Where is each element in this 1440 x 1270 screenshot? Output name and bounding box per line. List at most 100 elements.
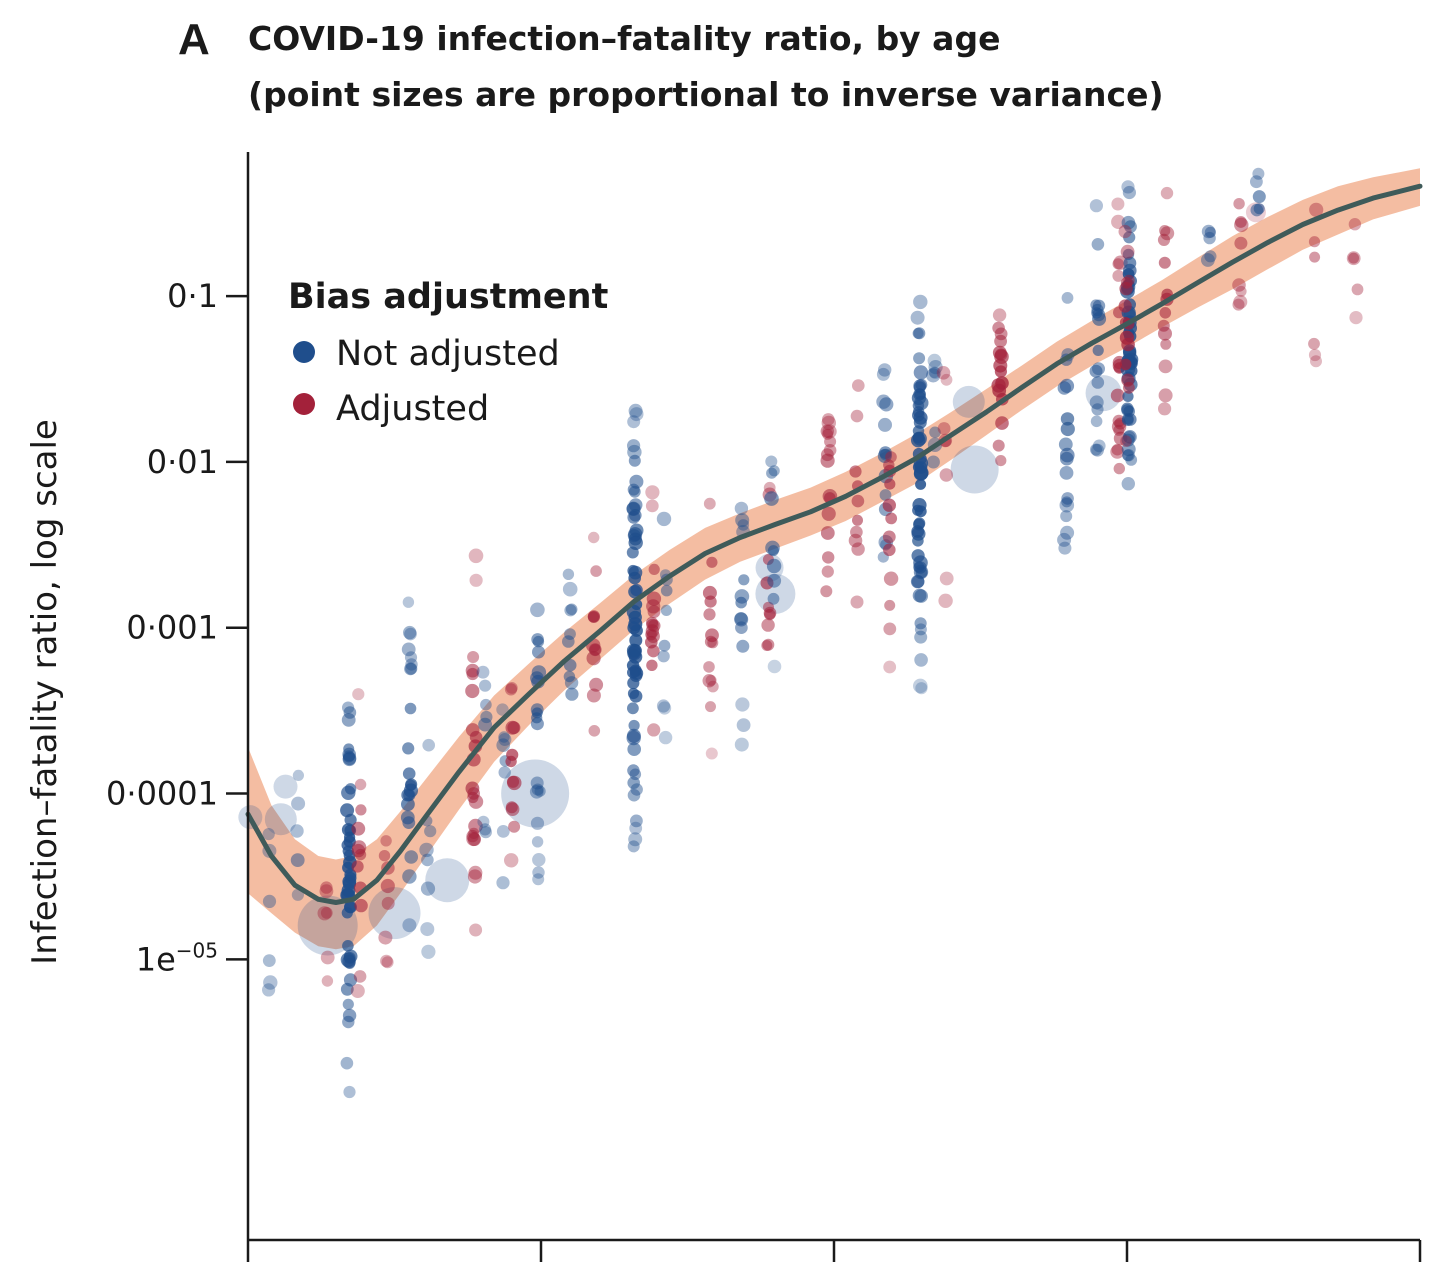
legend: Bias adjustment Not adjusted Adjusted	[288, 277, 608, 429]
data-point-not-adjusted	[341, 883, 356, 898]
data-point-adjusted	[321, 975, 334, 987]
data-point-adjusted	[1232, 298, 1245, 311]
data-point-adjusted	[588, 643, 602, 657]
data-point-adjusted	[468, 794, 484, 809]
data-point-not-adjusted	[1060, 412, 1075, 426]
data-point-adjusted	[762, 638, 775, 651]
data-point-adjusted	[1113, 255, 1128, 270]
data-point-not-adjusted	[1122, 449, 1134, 462]
data-point-not-adjusted	[1121, 402, 1134, 416]
data-point-not-adjusted	[340, 803, 355, 818]
data-point-not-adjusted	[766, 467, 778, 479]
data-point-not-adjusted	[914, 465, 929, 481]
data-point-not-adjusted	[736, 718, 751, 732]
data-point-adjusted	[883, 622, 897, 636]
data-point-not-adjusted	[1204, 226, 1216, 238]
data-point-not-adjusted	[928, 360, 943, 375]
data-point-not-adjusted	[404, 702, 417, 715]
data-point-not-adjusted	[1091, 403, 1104, 416]
data-point-adjusted	[647, 723, 661, 737]
data-point-not-adjusted	[915, 478, 927, 490]
data-point-not-adjusted	[1059, 466, 1074, 480]
data-point-adjusted	[1349, 311, 1363, 325]
data-point-not-adjusted	[1121, 215, 1136, 230]
data-point-adjusted	[647, 605, 661, 619]
data-point-not-adjusted	[1123, 430, 1137, 444]
data-point-adjusted	[1235, 285, 1247, 297]
data-point-adjusted	[320, 881, 333, 894]
data-point-adjusted	[648, 619, 661, 632]
data-point-not-adjusted	[766, 558, 782, 574]
data-point-adjusted	[1160, 186, 1174, 200]
data-point-not-adjusted	[404, 627, 417, 641]
data-point-adjusted	[468, 865, 483, 880]
data-point-not-adjusted	[264, 803, 297, 836]
data-point-not-adjusted	[1091, 443, 1104, 457]
data-point-adjusted	[378, 850, 391, 862]
data-point-not-adjusted	[262, 828, 275, 841]
data-point-not-adjusted	[1091, 376, 1105, 389]
data-point-not-adjusted	[913, 517, 926, 529]
data-point-not-adjusted	[628, 719, 640, 732]
data-point-not-adjusted	[496, 876, 510, 890]
data-point-not-adjusted	[405, 662, 418, 675]
legend-title: Bias adjustment	[288, 277, 608, 317]
data-point-not-adjusted	[343, 706, 357, 719]
data-point-not-adjusted	[876, 367, 890, 381]
data-point-adjusted	[465, 683, 480, 699]
data-point-adjusted	[852, 379, 865, 392]
data-point-adjusted	[465, 781, 480, 796]
data-point-not-adjusted	[629, 407, 644, 422]
data-point-not-adjusted	[627, 840, 640, 853]
data-point-adjusted	[467, 651, 480, 663]
data-point-not-adjusted	[1250, 175, 1263, 189]
data-point-adjusted	[508, 820, 521, 833]
data-point-not-adjusted	[529, 785, 544, 799]
data-point-not-adjusted	[344, 868, 357, 881]
data-point-adjusted	[1110, 388, 1125, 403]
data-point-adjusted	[848, 533, 863, 548]
data-point-adjusted	[995, 416, 1009, 430]
data-point-not-adjusted	[1059, 378, 1075, 393]
data-point-not-adjusted	[340, 1056, 354, 1070]
data-point-not-adjusted	[736, 639, 750, 653]
data-point-adjusted	[1120, 244, 1135, 259]
data-point-not-adjusted	[626, 604, 642, 620]
data-point-adjusted	[1157, 233, 1171, 246]
data-point-not-adjusted	[342, 845, 354, 857]
data-point-not-adjusted	[531, 836, 544, 848]
data-point-not-adjusted	[498, 731, 510, 743]
data-point-not-adjusted	[531, 783, 544, 796]
data-point-adjusted	[504, 683, 518, 696]
data-point-not-adjusted	[422, 738, 436, 752]
data-point-not-adjusted	[1089, 199, 1103, 213]
data-point-not-adjusted	[1090, 443, 1102, 456]
data-point-not-adjusted	[627, 702, 639, 715]
data-point-adjusted	[1351, 283, 1364, 296]
data-point-adjusted	[994, 365, 1008, 378]
data-point-not-adjusted	[1091, 238, 1105, 251]
data-point-not-adjusted	[262, 954, 276, 967]
data-point-not-adjusted	[660, 604, 673, 617]
data-point-not-adjusted	[950, 445, 999, 494]
data-point-not-adjusted	[913, 365, 929, 380]
data-point-adjusted	[467, 869, 483, 884]
data-point-adjusted	[705, 747, 718, 760]
data-point-not-adjusted	[402, 869, 417, 884]
axes: 0·1 0·01 0·001 0·0001 1e−05	[106, 152, 1422, 1262]
data-point-not-adjusted	[534, 785, 546, 797]
data-point-not-adjusted	[768, 465, 780, 477]
data-point-adjusted	[1158, 388, 1173, 403]
data-point-adjusted	[351, 821, 366, 836]
data-point-not-adjusted	[420, 881, 436, 896]
panel-letter: A	[178, 15, 210, 64]
data-point-not-adjusted	[262, 894, 277, 909]
data-point-adjusted	[380, 954, 393, 968]
data-point-adjusted	[1111, 443, 1124, 456]
data-point-adjusted	[1160, 226, 1175, 241]
data-point-adjusted	[468, 548, 484, 564]
data-point-not-adjusted	[1204, 250, 1217, 263]
data-point-not-adjusted	[879, 489, 892, 501]
data-point-not-adjusted	[767, 592, 780, 605]
data-point-adjusted	[1233, 294, 1248, 309]
